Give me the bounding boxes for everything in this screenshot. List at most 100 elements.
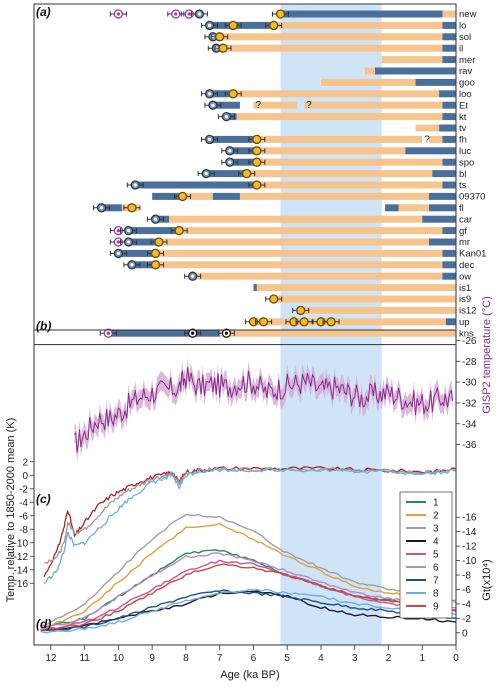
bar-blue-lo <box>442 21 456 29</box>
site-label-09370: 09370 <box>459 192 485 203</box>
age-marker-dot-kns <box>224 331 229 335</box>
bar-blue-rav <box>374 67 456 75</box>
age-marker-dot-new <box>174 12 178 16</box>
age-marker-up <box>326 317 336 327</box>
x-tick-label: 3 <box>352 653 358 664</box>
bar-orange-gf <box>179 227 443 235</box>
bar-blue-Et <box>442 101 456 109</box>
bar-blue-mr <box>428 238 456 246</box>
age-marker-lo <box>228 20 238 31</box>
y-tick-label-d: -8 <box>462 571 471 582</box>
age-marker-dot-fh <box>207 137 212 141</box>
site-label-tv: tv <box>459 123 467 134</box>
site-label-lo: lo <box>459 21 466 32</box>
age-marker-dot-Et <box>211 103 215 107</box>
age-marker-spo <box>252 157 262 167</box>
site-label-is12: is12 <box>459 306 476 317</box>
y-tick-label-d: -2 <box>462 614 471 625</box>
site-label-goo: goo <box>459 78 475 89</box>
age-marker-dot-luc <box>228 149 232 153</box>
age-marker-dot-loo <box>207 92 212 96</box>
panel-label-b: (b) <box>36 319 51 333</box>
site-label-new: new <box>459 9 477 20</box>
y-tick-label-d: -16 <box>462 513 477 524</box>
bar-blue-Kan01 <box>118 249 156 257</box>
y-tick-label-c: -10 <box>14 538 29 549</box>
ice-series-3 <box>40 513 457 627</box>
age-marker-dot-kns <box>191 331 195 335</box>
age-marker-fh <box>252 134 262 145</box>
bar-orange-il <box>219 44 443 52</box>
question-mark: ? <box>255 100 261 111</box>
x-tick-label: 11 <box>79 653 90 664</box>
panel-label-c: (c) <box>36 492 51 506</box>
bar-blue-fh <box>206 135 257 143</box>
bar-orange-Et <box>253 101 298 109</box>
age-marker-dec <box>150 260 161 270</box>
age-marker-il <box>218 43 228 53</box>
y-tick-label-c: -8 <box>19 525 28 536</box>
bar-orange-Kan01 <box>155 249 443 257</box>
bar-orange-09370 <box>239 192 429 200</box>
age-marker-dot-new <box>116 12 120 16</box>
age-marker-gf <box>174 225 184 236</box>
bar-orange-kt <box>236 113 443 121</box>
site-label-luc: luc <box>459 146 471 157</box>
age-marker-dot-car <box>153 217 158 221</box>
legend-label-1: 1 <box>433 498 439 509</box>
question-mark: ? <box>424 134 430 145</box>
panel-a-site-bars: newlosolilmerravgoolooEtkttvfhlucspoblts… <box>93 9 486 339</box>
site-label-gf: gf <box>459 226 467 237</box>
bar-orange-rav <box>364 67 375 75</box>
age-marker-dot-ts <box>133 183 137 187</box>
x-tick-label: 0 <box>453 653 459 664</box>
x-axis-label: Age (ka BP) <box>220 669 279 681</box>
age-marker-sol <box>215 32 225 42</box>
bar-blue-loo <box>439 90 456 98</box>
bar-blue-dec <box>131 261 156 269</box>
y-tick-label-b: -26 <box>462 336 477 347</box>
bar-orange-bl <box>246 170 433 178</box>
legend-label-4: 4 <box>433 537 439 548</box>
y-tick-label-c: 0 <box>22 471 28 482</box>
bar-orange-goo <box>320 78 416 86</box>
ice-series-5 <box>40 559 457 631</box>
age-marker-fl <box>127 203 137 213</box>
site-label-ow: ow <box>459 271 471 282</box>
y-tick-label-c: -4 <box>19 498 28 509</box>
bar-orange-ow <box>196 272 443 280</box>
y-tick-label-b: -30 <box>462 378 477 389</box>
bar-orange-up <box>253 318 446 326</box>
legend-label-8: 8 <box>433 589 439 600</box>
panel-b-gisp2-temperature <box>74 357 454 463</box>
y-tick-label-c: -12 <box>14 552 29 563</box>
age-marker-dot-mr <box>116 240 120 244</box>
site-label-fh: fh <box>459 135 467 146</box>
legend-label-2: 2 <box>433 511 439 522</box>
site-label-car: car <box>459 214 472 225</box>
bar-orange-car <box>169 215 423 223</box>
legend-label-9: 9 <box>433 602 439 613</box>
bar-orange-sol <box>219 33 443 41</box>
y-tick-label-c: -2 <box>19 484 28 495</box>
bar-blue-luc <box>226 147 257 155</box>
site-label-is1: is1 <box>459 283 471 294</box>
y-tick-label-d: -4 <box>462 599 471 610</box>
site-label-spo: spo <box>459 157 474 168</box>
panel-a-frame <box>33 3 457 346</box>
y-tick-label-b: -32 <box>462 398 477 409</box>
bar-blue-09370 <box>152 192 186 200</box>
x-tick-label: 1 <box>419 653 425 664</box>
age-marker-new <box>275 9 286 19</box>
site-label-Et: Et <box>459 100 468 111</box>
bar-orange-lo <box>273 21 443 29</box>
age-marker-dot-bl <box>204 172 208 176</box>
ice-series-7 <box>40 589 457 632</box>
age-marker-dot-fl <box>99 206 104 210</box>
site-label-is9: is9 <box>459 294 471 305</box>
gisp2-uncertainty-band <box>74 357 453 463</box>
site-label-mer: mer <box>459 55 475 66</box>
age-marker-loo <box>228 89 238 99</box>
y-tick-label-d: -12 <box>462 542 477 553</box>
